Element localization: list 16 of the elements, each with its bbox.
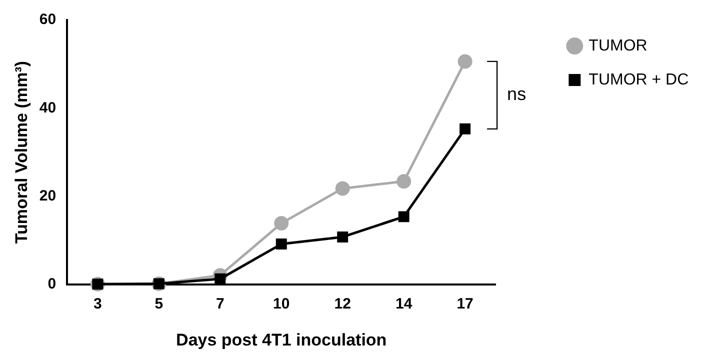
x-tick-label: 3 — [94, 296, 102, 313]
x-tick-label: 17 — [456, 296, 474, 313]
legend-label: TUMOR + DC — [588, 71, 689, 88]
x-tick-label: 10 — [273, 296, 290, 313]
text: ns — [507, 84, 526, 104]
y-tick-label: 40 — [39, 99, 56, 116]
x-tick-label: 7 — [216, 296, 224, 313]
y-axis-title: Tumoral Volume (mm³) — [12, 60, 31, 244]
x-tick-label: 12 — [334, 296, 351, 313]
legend-label: TUMOR — [588, 37, 648, 54]
y-tick-label: 0 — [48, 276, 56, 293]
y-tick-label: 60 — [39, 11, 56, 28]
x-tick-label: 14 — [395, 296, 413, 313]
x-tick-label: 5 — [154, 296, 164, 313]
x-axis-title: Days post 4T1 inoculation — [176, 330, 387, 350]
y-tick-label: 20 — [39, 188, 56, 205]
